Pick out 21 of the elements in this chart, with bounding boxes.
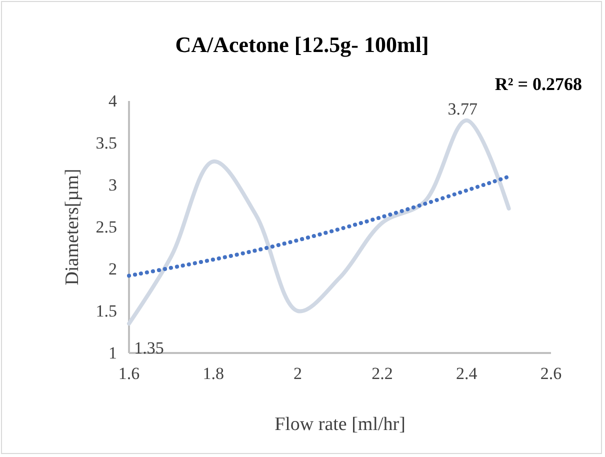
y-tick-label: 2 [108,259,117,278]
x-axis-title: Flow rate [ml/hr] [274,414,406,435]
y-tick-label: 1.5 [96,301,117,320]
x-tick-label: 2.6 [540,364,562,384]
data-label: 1.35 [134,338,164,358]
x-tick-label: 2 [294,364,302,384]
y-tick-label: 1 [108,343,117,362]
x-tick-label: 1.6 [118,364,140,384]
y-axis-title: Diameters[µm] [62,168,83,286]
y-tick-label: 4 [108,91,118,110]
x-tick-label: 1.8 [202,364,224,384]
y-tick-label: 3 [108,175,117,194]
line-series [127,118,511,326]
y-tick-label: 2.5 [96,217,117,236]
data-label: 3.77 [448,99,478,118]
x-tick-label: 2.4 [456,364,478,384]
text: R² = 0.2768 [494,74,582,94]
y-tick-label: 3.5 [96,133,117,152]
chart-title: CA/Acetone [12.5g- 100ml] [175,32,429,57]
x-tick-label: 2.2 [372,364,393,384]
line-series [127,174,511,278]
